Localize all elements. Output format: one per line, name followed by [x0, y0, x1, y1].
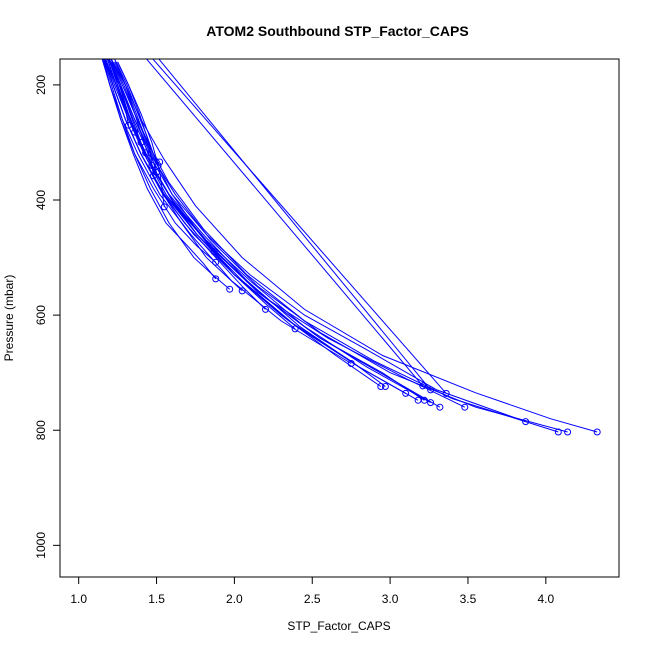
series-line-21: [109, 61, 142, 143]
series-end-point-13: [347, 360, 355, 367]
series-line-26: [110, 61, 129, 126]
series-end-point-15: [262, 305, 269, 313]
series-end-point-1: [522, 418, 530, 426]
series-line-31: [158, 59, 431, 391]
series-line-4: [114, 59, 598, 433]
series-end-point-16: [226, 285, 234, 293]
y-axis: 200 400 600 800 1000: [34, 75, 61, 559]
series-line-3: [108, 59, 568, 433]
x-tick-label: 2.0: [226, 592, 243, 606]
y-tick-label: 400: [34, 190, 48, 210]
series-end-point-23: [160, 203, 168, 211]
series-line-1: [107, 59, 526, 423]
x-tick-label: 4.0: [537, 592, 554, 606]
x-tick-label: 3.5: [460, 592, 477, 606]
series-line-30: [117, 61, 154, 176]
x-tick-label: 1.5: [148, 592, 165, 606]
series-line-19: [102, 59, 217, 263]
series-line-10: [103, 59, 406, 394]
x-axis-label: STP_Factor_CAPS: [287, 619, 390, 633]
y-tick-label: 200: [34, 75, 48, 95]
series-line-33: [145, 59, 424, 387]
series-line-18: [104, 59, 243, 292]
series-line-29: [112, 61, 161, 163]
y-tick-label: 800: [34, 420, 48, 440]
series-line-11: [106, 59, 386, 387]
series-line-2: [110, 59, 559, 433]
series-end-point-31: [427, 386, 435, 394]
series-end-point-12: [377, 383, 385, 390]
series-end-point-3: [564, 428, 572, 436]
series-end-point-11: [381, 383, 389, 390]
series-line-6: [106, 59, 441, 408]
series-line-16: [103, 59, 231, 290]
series-end-point-17: [212, 275, 220, 283]
chart-title: ATOM2 Southbound STP_Factor_CAPS: [206, 23, 468, 39]
series-end-point-20: [210, 248, 218, 256]
series-end-point-5: [461, 403, 469, 411]
series-line-12: [104, 59, 382, 387]
series-end-point-26: [125, 121, 132, 129]
series-line-32: [152, 59, 447, 394]
series-end-point-14: [291, 325, 299, 333]
x-tick-label: 3.0: [382, 592, 399, 606]
x-tick-label: 1.0: [70, 592, 87, 606]
series-end-point-18: [238, 287, 246, 295]
series-line-28: [115, 61, 159, 166]
series-end-point-33: [419, 382, 427, 390]
series-end-point-28: [154, 162, 162, 169]
series-line-14: [110, 59, 296, 330]
series-line-7: [108, 59, 431, 404]
series-line-13: [101, 59, 352, 364]
x-tick-label: 2.5: [304, 592, 321, 606]
series-end-point-24: [142, 149, 150, 157]
series-end-point-4: [593, 428, 601, 436]
series-end-point-25: [131, 128, 139, 136]
series-line-24: [109, 61, 147, 154]
series-end-point-32: [442, 389, 450, 397]
y-tick-label: 600: [34, 305, 48, 325]
series-end-point-30: [149, 172, 157, 180]
series-end-point-19: [212, 258, 220, 266]
series-line-8: [106, 59, 425, 401]
y-axis-label: Pressure (mbar): [2, 275, 16, 362]
series-line-9: [108, 59, 419, 401]
series-end-point-6: [436, 403, 444, 411]
series-line-25: [106, 61, 136, 133]
series-end-point-29: [156, 158, 164, 166]
x-axis: 1.0 1.5 2.0 2.5 3.0 3.5 4.0: [70, 576, 554, 606]
series-end-point-10: [402, 389, 410, 397]
series-end-point-7: [427, 399, 435, 407]
series-end-point-9: [414, 396, 422, 404]
series-end-point-2: [554, 428, 562, 436]
series-end-point-21: [137, 139, 145, 146]
y-tick-label: 1000: [34, 532, 48, 559]
series-layer: [101, 59, 598, 433]
points-layer: [125, 121, 601, 436]
